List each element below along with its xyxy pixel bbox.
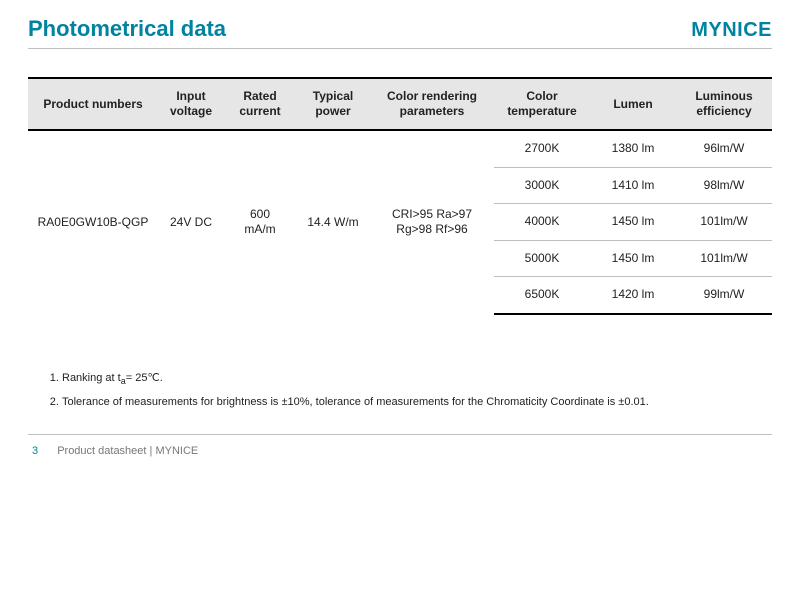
- col-header-typical-power: Typical power: [296, 78, 370, 130]
- cell-color-rendering: CRI>95 Ra>97 Rg>98 Rf>96: [370, 130, 494, 314]
- col-header-color-rendering: Color rendering parameters: [370, 78, 494, 130]
- cell-luminous-eff: 98lm/W: [676, 167, 772, 204]
- notes: Ranking at ta= 25℃. Tolerance of measure…: [28, 371, 772, 408]
- page-number: 3: [32, 445, 38, 457]
- cell-color-temp: 3000K: [494, 167, 590, 204]
- cell-luminous-eff: 101lm/W: [676, 204, 772, 241]
- brand-logo: MYNICE: [691, 19, 772, 42]
- note-item: Ranking at ta= 25℃.: [62, 371, 772, 386]
- cell-color-temp: 2700K: [494, 130, 590, 167]
- table-row: RA0E0GW10B-QGP 24V DC 600 mA/m 14.4 W/m …: [28, 130, 772, 167]
- cell-typical-power: 14.4 W/m: [296, 130, 370, 314]
- col-header-rated-current: Rated current: [224, 78, 296, 130]
- note-item: Tolerance of measurements for brightness…: [62, 396, 772, 408]
- cell-lumen: 1410 lm: [590, 167, 676, 204]
- cell-color-temp: 6500K: [494, 277, 590, 314]
- cell-lumen: 1380 lm: [590, 130, 676, 167]
- page: Photometrical data MYNICE Product number…: [0, 0, 800, 457]
- photometrical-table: Product numbers Input voltage Rated curr…: [28, 77, 772, 315]
- col-header-luminous-eff: Luminous efficiency: [676, 78, 772, 130]
- cell-luminous-eff: 96lm/W: [676, 130, 772, 167]
- cell-rated-current: 600 mA/m: [224, 130, 296, 314]
- cell-lumen: 1450 lm: [590, 240, 676, 277]
- cell-product-number: RA0E0GW10B-QGP: [28, 130, 158, 314]
- col-header-color-temp: Color temperature: [494, 78, 590, 130]
- cell-lumen: 1420 lm: [590, 277, 676, 314]
- header: Photometrical data MYNICE: [28, 16, 772, 42]
- header-rule: [28, 48, 772, 49]
- col-header-product-numbers: Product numbers: [28, 78, 158, 130]
- cell-input-voltage: 24V DC: [158, 130, 224, 314]
- page-title: Photometrical data: [28, 16, 226, 42]
- col-header-input-voltage: Input voltage: [158, 78, 224, 130]
- col-header-lumen: Lumen: [590, 78, 676, 130]
- footer: 3 Product datasheet | MYNICE: [28, 434, 772, 457]
- cell-color-temp: 5000K: [494, 240, 590, 277]
- cell-luminous-eff: 99lm/W: [676, 277, 772, 314]
- cell-lumen: 1450 lm: [590, 204, 676, 241]
- cell-luminous-eff: 101lm/W: [676, 240, 772, 277]
- cell-color-temp: 4000K: [494, 204, 590, 241]
- table-header-row: Product numbers Input voltage Rated curr…: [28, 78, 772, 130]
- footer-text: Product datasheet | MYNICE: [57, 445, 198, 457]
